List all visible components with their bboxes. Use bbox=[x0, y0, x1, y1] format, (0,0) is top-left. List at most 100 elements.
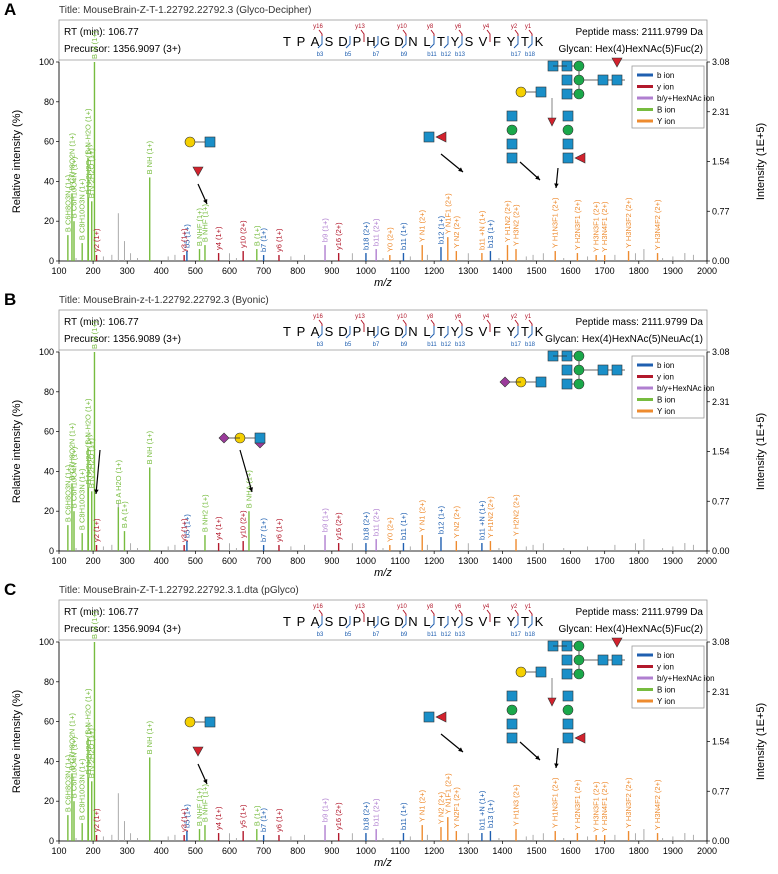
x-tick-label: 200 bbox=[86, 266, 101, 276]
b-fragment-label: b17 bbox=[511, 52, 522, 58]
fucose-triangle bbox=[574, 732, 586, 744]
x-tick-label: 800 bbox=[290, 266, 305, 276]
x-tick-label: 900 bbox=[324, 846, 339, 856]
spectrum-panel-c: C Title: MouseBrain-Z-T-1.22792.22792.3.1… bbox=[4, 580, 767, 869]
peak-label: y6 (1+) bbox=[274, 518, 283, 542]
x-tick-label: 1800 bbox=[629, 846, 649, 856]
galactose-circle bbox=[184, 136, 196, 148]
fragment-glycan-icon bbox=[184, 716, 216, 757]
x-tick-label: 700 bbox=[256, 846, 271, 856]
x-tick-label: 1200 bbox=[424, 556, 444, 566]
b-fragment-label: b3 bbox=[317, 52, 324, 58]
panel-letter: A bbox=[4, 0, 16, 19]
y-fragment-marker bbox=[360, 29, 365, 42]
sequence-residue: K bbox=[535, 614, 544, 629]
y-tick-label: 0 bbox=[49, 546, 54, 556]
y-fragment-label: y13 bbox=[355, 604, 365, 610]
peak-label: y5 (1+) bbox=[239, 804, 248, 828]
peak-label: Y0 (2+) bbox=[385, 227, 394, 252]
x-tick-label: 1400 bbox=[492, 266, 512, 276]
b-fragment-label: b11 bbox=[427, 52, 437, 58]
peak-label: Y H3N3F2 (2+) bbox=[624, 197, 633, 248]
x-tick-label: 1200 bbox=[424, 266, 444, 276]
sequence-residue: D bbox=[338, 614, 347, 629]
precursor-text: Precursor: 1356.9094 (3+) bbox=[64, 624, 181, 635]
peak-label: B NH (1+) bbox=[145, 430, 154, 464]
glcnac-square bbox=[204, 716, 216, 728]
sequence-residue: P bbox=[353, 614, 362, 629]
x-tick-label: 1000 bbox=[356, 266, 376, 276]
glcnac-square bbox=[506, 138, 518, 150]
fragment-glycan-icon bbox=[562, 110, 586, 164]
mannose-circle bbox=[573, 378, 585, 390]
peak-label: B C6H8O3N (1+) bbox=[63, 174, 72, 232]
peak-label: y16 (2+) bbox=[334, 802, 343, 830]
sequence-residue: H bbox=[366, 34, 375, 49]
y-fragment-label: y16 bbox=[313, 314, 323, 320]
x-tick-label: 1200 bbox=[424, 846, 444, 856]
legend-label: b ion bbox=[657, 361, 674, 370]
y2-tick-label: 2.31 bbox=[712, 397, 730, 407]
peak-label: Y H1N2 (2+) bbox=[503, 200, 512, 242]
x-tick-label: 200 bbox=[86, 556, 101, 566]
peak-label: B NH2 (1+) bbox=[200, 494, 209, 532]
peak-label: b11 +N (1+) bbox=[477, 210, 486, 250]
y-fragment-marker bbox=[486, 319, 491, 332]
glcnac-square bbox=[506, 110, 518, 122]
y-fragment-label: y6 bbox=[455, 604, 462, 610]
glycan-text: Glycan: Hex(4)HexNAc(5)Fuc(2) bbox=[559, 44, 703, 55]
legend-label: B ion bbox=[657, 396, 675, 405]
rt-text: RT (min): 106.77 bbox=[64, 317, 139, 328]
b-fragment-marker bbox=[443, 616, 449, 629]
arrow-head bbox=[458, 747, 463, 752]
peak-label: y16 (2+) bbox=[334, 222, 343, 250]
mannose-circle bbox=[506, 704, 518, 716]
peak-label: B C7H8O2N (1+) bbox=[67, 713, 76, 771]
glcnac-square bbox=[561, 654, 573, 666]
sequence-residue: D bbox=[338, 34, 347, 49]
peak-label: Y H3N4F2 (2+) bbox=[653, 779, 662, 830]
peak-label: b5 (1+) bbox=[182, 804, 191, 828]
sequence-residue: N bbox=[408, 614, 417, 629]
peak-label: Y H3N3F1 (2+) bbox=[592, 781, 601, 832]
sequence-residue: D bbox=[338, 324, 347, 339]
x-axis-title: m/z bbox=[374, 857, 392, 869]
plot-frame bbox=[58, 19, 708, 262]
glycan-structure-icon bbox=[547, 350, 625, 390]
peak-label: b5 (1+) bbox=[182, 224, 191, 248]
b-fragment-marker bbox=[513, 326, 519, 339]
peak-label: B N-2H2O (1+) bbox=[87, 728, 96, 779]
annotation-arrow bbox=[440, 153, 464, 173]
sequence-residue: A bbox=[311, 614, 320, 629]
mannose-circle bbox=[562, 704, 574, 716]
peak-label: y4 (1+) bbox=[214, 226, 223, 250]
x-tick-label: 400 bbox=[154, 846, 169, 856]
glcnac-square bbox=[561, 378, 573, 390]
precursor-text: Precursor: 1356.9097 (3+) bbox=[64, 44, 181, 55]
sequence-residue: G bbox=[380, 614, 390, 629]
peak-label: B A (1+) bbox=[120, 501, 129, 528]
peak-label: b18 (2+) bbox=[361, 801, 370, 830]
b-fragment-label: b12 bbox=[441, 632, 452, 638]
y-tick-label: 20 bbox=[44, 506, 54, 516]
arrow-head bbox=[203, 779, 208, 784]
b-fragment-label: b9 bbox=[401, 632, 408, 638]
fucose-triangle bbox=[547, 117, 557, 127]
b-fragment-marker bbox=[345, 36, 351, 49]
b-fragment-marker bbox=[513, 616, 519, 629]
y-fragment-label: y10 bbox=[397, 314, 407, 320]
x-tick-label: 900 bbox=[324, 266, 339, 276]
sequence-residue: K bbox=[535, 324, 544, 339]
peak-label: B NHF (1+) bbox=[200, 203, 209, 242]
arrow-head bbox=[94, 489, 99, 494]
b-fragment-marker bbox=[317, 326, 323, 339]
sequence-residue: L bbox=[423, 614, 430, 629]
peak-label: Y H1N3 (2+) bbox=[512, 784, 521, 826]
plot-frame bbox=[58, 309, 708, 552]
y2-tick-label: 0.00 bbox=[712, 546, 730, 556]
peak-label: y3 (1+) bbox=[180, 808, 189, 832]
y-tick-label: 100 bbox=[39, 57, 54, 67]
x-tick-label: 1800 bbox=[629, 266, 649, 276]
peak-label: Y H3N4F2 (2+) bbox=[653, 199, 662, 250]
